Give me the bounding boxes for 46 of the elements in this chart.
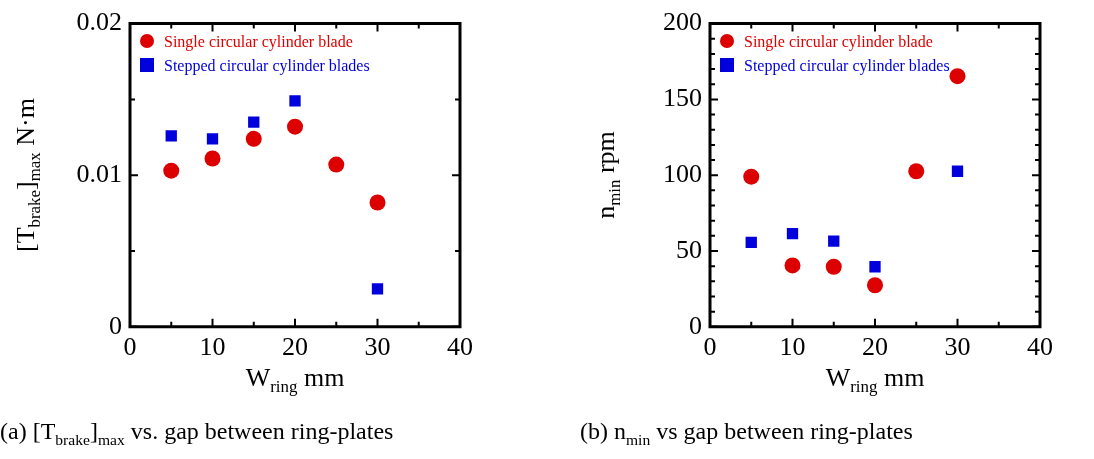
legend-label: Single circular cylinder blade: [164, 32, 353, 50]
x-tick-label: 10: [779, 332, 806, 362]
legend-label: Single circular cylinder blade: [744, 32, 933, 50]
y-tick-label: 100: [663, 159, 702, 189]
y-tick-label: 150: [663, 83, 702, 113]
point: [371, 283, 384, 295]
point: [248, 116, 260, 128]
point: [163, 162, 180, 179]
point: [245, 130, 262, 147]
x-tick-label: 40: [447, 332, 473, 362]
point: [165, 130, 177, 142]
point: [204, 150, 221, 167]
x-tick-label: 30: [364, 332, 391, 362]
x-tick-label: 10: [199, 332, 226, 362]
point: [784, 257, 801, 274]
legend-label: Stepped circular cylinder blades: [744, 56, 950, 74]
x-tick-label: 40: [1027, 332, 1053, 362]
point: [828, 235, 840, 247]
y-tick-label: 200: [663, 7, 702, 37]
point: [951, 165, 964, 177]
y-tick-label: 50: [676, 234, 702, 264]
point: [786, 227, 799, 240]
y-tick-label: 0: [689, 310, 702, 340]
x-axis-title: W$_{ring}$ mm: [825, 362, 925, 397]
point: [206, 133, 219, 145]
point: [949, 68, 966, 85]
point: [328, 156, 345, 173]
point: [369, 194, 386, 211]
point: [867, 277, 883, 294]
point: [908, 163, 925, 180]
point: [287, 118, 303, 135]
point: [745, 236, 757, 249]
legend-label: Stepped circular cylinder blades: [164, 56, 370, 74]
y-tick-label: 0: [109, 310, 122, 340]
y-tick-label: 0.02: [76, 7, 122, 37]
point: [869, 261, 881, 273]
x-tick-label: 20: [862, 332, 888, 362]
point: [825, 258, 842, 275]
y-tick-label: 0.01: [76, 159, 122, 189]
point: [289, 95, 301, 107]
x-axis-title: W$_{ring}$ mm: [245, 362, 345, 397]
x-tick-label: 30: [944, 332, 971, 362]
text: (a) [T$_{brake}$]$_{max}$ vs. gap between ring-plates: [0, 418, 394, 449]
point: [743, 168, 760, 185]
text: (b) n$_{min}$ vs gap between ring-plates: [580, 418, 913, 449]
x-tick-label: 20: [282, 332, 308, 362]
